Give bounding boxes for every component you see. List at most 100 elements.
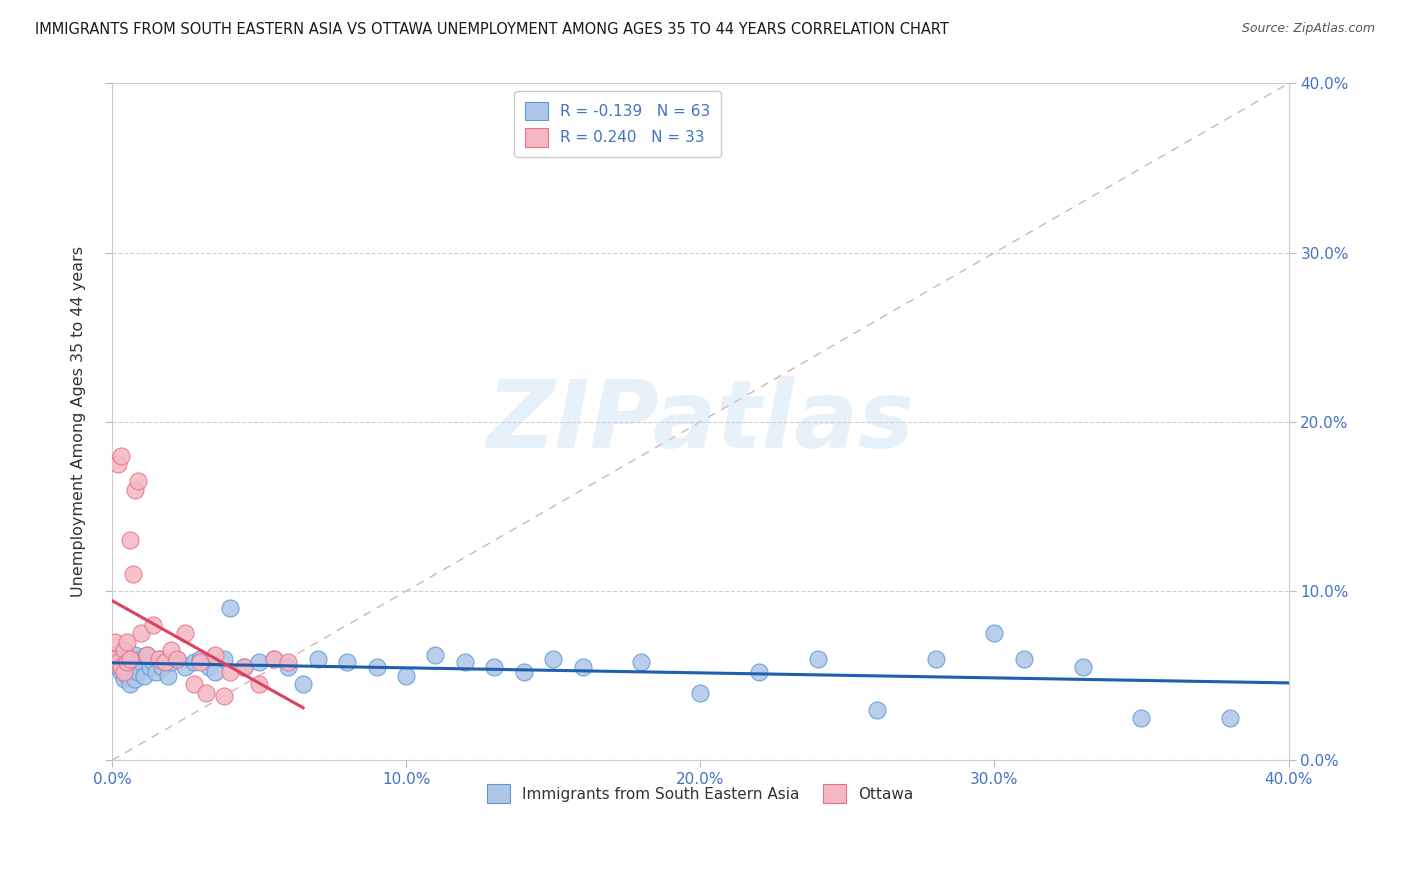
Point <box>131 652 153 666</box>
Point <box>115 655 138 669</box>
Point <box>336 655 359 669</box>
Text: IMMIGRANTS FROM SOUTH EASTERN ASIA VS OTTAWA UNEMPLOYMENT AMONG AGES 35 TO 44 YE: IMMIGRANTS FROM SOUTH EASTERN ASIA VS OT… <box>35 22 949 37</box>
Point <box>118 677 141 691</box>
Point <box>124 483 146 497</box>
Point <box>166 652 188 666</box>
Point <box>110 652 132 666</box>
Point <box>107 457 129 471</box>
Point <box>134 669 156 683</box>
Point <box>107 655 129 669</box>
Point <box>150 660 173 674</box>
Point <box>153 655 176 669</box>
Point <box>174 660 197 674</box>
Point <box>188 652 211 666</box>
Point <box>174 626 197 640</box>
Point <box>866 703 889 717</box>
Point <box>124 648 146 663</box>
Point <box>124 672 146 686</box>
Point <box>118 652 141 666</box>
Point <box>1012 652 1035 666</box>
Point <box>218 601 240 615</box>
Point <box>115 660 138 674</box>
Point <box>136 648 159 663</box>
Point <box>121 660 143 674</box>
Point <box>136 648 159 663</box>
Point <box>263 652 285 666</box>
Point <box>145 665 167 680</box>
Point <box>110 665 132 680</box>
Point <box>104 648 127 663</box>
Point <box>198 660 221 674</box>
Point <box>513 665 536 680</box>
Point <box>110 660 132 674</box>
Text: ZIPatlas: ZIPatlas <box>486 376 914 468</box>
Point <box>159 643 181 657</box>
Point <box>195 686 218 700</box>
Y-axis label: Unemployment Among Ages 35 to 44 years: Unemployment Among Ages 35 to 44 years <box>72 246 86 598</box>
Point <box>395 669 418 683</box>
Point <box>139 660 162 674</box>
Point <box>183 677 205 691</box>
Legend: Immigrants from South Eastern Asia, Ottawa: Immigrants from South Eastern Asia, Otta… <box>477 773 924 814</box>
Point <box>689 686 711 700</box>
Point <box>1071 660 1094 674</box>
Point <box>571 660 593 674</box>
Point <box>748 665 770 680</box>
Point <box>807 652 830 666</box>
Point <box>142 655 165 669</box>
Point <box>121 655 143 669</box>
Point <box>110 449 132 463</box>
Point <box>131 626 153 640</box>
Point <box>292 677 315 691</box>
Point <box>127 665 149 680</box>
Point <box>112 672 135 686</box>
Point <box>204 665 226 680</box>
Point <box>112 643 135 657</box>
Point <box>263 652 285 666</box>
Point <box>104 652 127 666</box>
Point <box>148 652 170 666</box>
Text: Source: ZipAtlas.com: Source: ZipAtlas.com <box>1241 22 1375 36</box>
Point <box>218 665 240 680</box>
Point <box>156 669 179 683</box>
Point <box>924 652 946 666</box>
Point <box>1219 711 1241 725</box>
Point <box>983 626 1005 640</box>
Point <box>131 655 153 669</box>
Point <box>212 689 235 703</box>
Point <box>630 655 652 669</box>
Point <box>212 652 235 666</box>
Point <box>142 618 165 632</box>
Point <box>159 655 181 669</box>
Point <box>247 655 270 669</box>
Point <box>104 635 127 649</box>
Point <box>127 474 149 488</box>
Point <box>153 655 176 669</box>
Point <box>233 660 256 674</box>
Point <box>112 665 135 680</box>
Point <box>247 677 270 691</box>
Point <box>307 652 329 666</box>
Point <box>541 652 564 666</box>
Point <box>233 660 256 674</box>
Point <box>148 652 170 666</box>
Point <box>127 660 149 674</box>
Point <box>484 660 506 674</box>
Point <box>115 635 138 649</box>
Point <box>115 669 138 683</box>
Point <box>112 643 135 657</box>
Point <box>183 655 205 669</box>
Point <box>166 652 188 666</box>
Point <box>107 655 129 669</box>
Point <box>425 648 447 663</box>
Point <box>107 660 129 674</box>
Point <box>204 648 226 663</box>
Point <box>277 660 299 674</box>
Point <box>1130 711 1153 725</box>
Point <box>277 655 299 669</box>
Point <box>118 652 141 666</box>
Point <box>454 655 477 669</box>
Point <box>366 660 388 674</box>
Point <box>121 567 143 582</box>
Point <box>188 655 211 669</box>
